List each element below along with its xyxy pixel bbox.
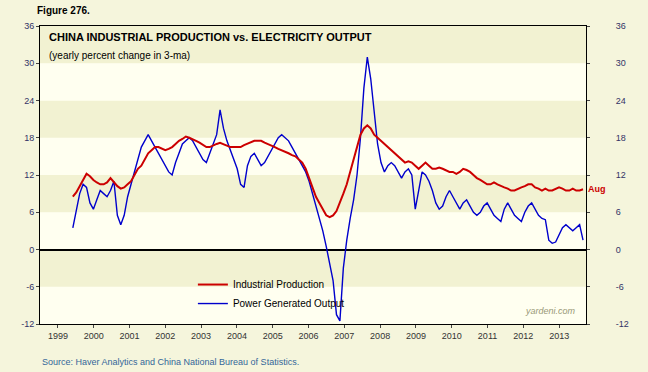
svg-text:Source: Haver Analytics and Ch: Source: Haver Analytics and China Nation… xyxy=(42,357,299,367)
svg-text:2012: 2012 xyxy=(513,331,533,341)
svg-text:36: 36 xyxy=(24,21,34,31)
svg-text:36: 36 xyxy=(616,21,626,31)
svg-text:30: 30 xyxy=(24,58,34,68)
svg-text:0: 0 xyxy=(29,245,34,255)
svg-text:2010: 2010 xyxy=(442,331,462,341)
svg-text:-12: -12 xyxy=(616,319,629,329)
svg-text:1999: 1999 xyxy=(48,331,68,341)
svg-text:CHINA INDUSTRIAL PRODUCTION vs: CHINA INDUSTRIAL PRODUCTION vs. ELECTRIC… xyxy=(49,31,372,43)
svg-text:-6: -6 xyxy=(616,282,624,292)
svg-text:2013: 2013 xyxy=(549,331,569,341)
svg-text:Aug: Aug xyxy=(588,184,606,194)
svg-text:6: 6 xyxy=(29,207,34,217)
svg-text:18: 18 xyxy=(616,133,626,143)
svg-text:yardeni.com: yardeni.com xyxy=(525,306,576,316)
svg-text:2007: 2007 xyxy=(334,331,354,341)
svg-text:-6: -6 xyxy=(26,282,34,292)
svg-text:18: 18 xyxy=(24,133,34,143)
svg-text:Industrial Production: Industrial Production xyxy=(233,279,324,290)
svg-text:0: 0 xyxy=(616,245,621,255)
svg-text:2004: 2004 xyxy=(227,331,247,341)
svg-text:2000: 2000 xyxy=(84,331,104,341)
svg-text:30: 30 xyxy=(616,58,626,68)
svg-text:12: 12 xyxy=(24,170,34,180)
svg-text:2003: 2003 xyxy=(191,331,211,341)
svg-text:2008: 2008 xyxy=(370,331,390,341)
svg-text:24: 24 xyxy=(616,96,626,106)
svg-text:24: 24 xyxy=(24,96,34,106)
svg-text:6: 6 xyxy=(616,207,621,217)
svg-text:Power Generated Output: Power Generated Output xyxy=(233,298,344,309)
svg-text:2006: 2006 xyxy=(299,331,319,341)
svg-text:2011: 2011 xyxy=(478,331,497,341)
svg-text:12: 12 xyxy=(616,170,626,180)
svg-text:(yearly percent change in 3-ma: (yearly percent change in 3-ma) xyxy=(49,50,190,61)
svg-text:-12: -12 xyxy=(21,319,34,329)
svg-text:Figure 276.: Figure 276. xyxy=(37,5,90,16)
svg-text:2001: 2001 xyxy=(119,331,139,341)
svg-text:2005: 2005 xyxy=(263,331,283,341)
svg-text:2009: 2009 xyxy=(406,331,426,341)
svg-text:2002: 2002 xyxy=(155,331,175,341)
